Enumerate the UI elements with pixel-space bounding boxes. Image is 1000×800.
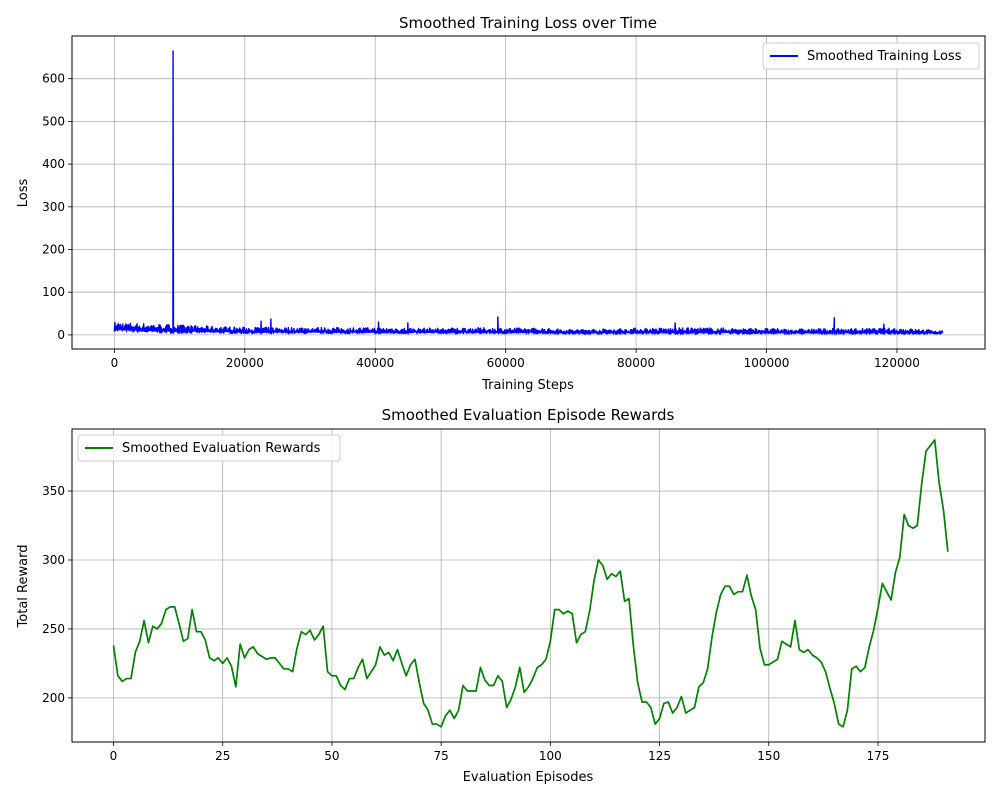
x-tick-label: 60000: [487, 356, 525, 370]
y-tick-label: 200: [42, 691, 65, 705]
legend-label: Smoothed Training Loss: [807, 49, 962, 64]
x-tick-label: 100: [539, 749, 562, 763]
y-axis-label: Total Reward: [16, 545, 31, 629]
chart-title: Smoothed Training Loss over Time: [399, 14, 657, 32]
grid-lines: [72, 36, 985, 349]
x-tick-label: 0: [111, 356, 119, 370]
x-axis-label: Training Steps: [481, 378, 574, 393]
series-line-smoothed-training-loss: [113, 50, 944, 335]
y-tick-label: 400: [42, 157, 65, 171]
plot-frame: [71, 428, 986, 743]
grid-lines: [72, 429, 985, 742]
y-tick-label: 500: [42, 114, 65, 128]
plot-frame: [71, 35, 986, 350]
x-tick-label: 125: [648, 749, 671, 763]
y-tick-label: 0: [57, 328, 65, 342]
x-tick-label: 20000: [226, 356, 264, 370]
x-tick-label: 120000: [874, 356, 920, 370]
plot-area: [113, 50, 944, 335]
y-tick-label: 300: [42, 200, 65, 214]
x-tick-label: 0: [110, 749, 118, 763]
x-tick-label: 175: [867, 749, 890, 763]
training-loss-chart: Smoothed Training Loss over Time 0 20000 4…: [16, 14, 986, 393]
x-tick-label: 40000: [356, 356, 394, 370]
series-line-smoothed-evaluation-rewards: [112, 439, 949, 728]
x-tick-label: 100000: [744, 356, 790, 370]
y-axis-label: Loss: [16, 179, 31, 208]
x-tick-label: 150: [757, 749, 780, 763]
x-axis-ticks: 0 25 50 75 100 125 150 175: [110, 742, 890, 763]
y-tick-label: 100: [42, 285, 65, 299]
legend-box: [77, 434, 341, 462]
y-axis-ticks: 0 100 200 300 400 500 600: [42, 72, 72, 342]
x-tick-label: 50: [324, 749, 339, 763]
legend-label: Smoothed Evaluation Rewards: [122, 441, 321, 456]
x-axis-ticks: 0 20000 40000 60000 80000 100000 120000: [111, 349, 920, 370]
y-tick-label: 350: [42, 484, 65, 498]
legend: Smoothed Training Loss: [762, 42, 980, 70]
x-tick-label: 75: [433, 749, 448, 763]
y-tick-label: 250: [42, 622, 65, 636]
legend: Smoothed Evaluation Rewards: [77, 434, 341, 462]
y-tick-label: 200: [42, 243, 65, 257]
y-tick-label: 300: [42, 553, 65, 567]
evaluation-rewards-chart: Smoothed Evaluation Episode Rewards 0 25 5…: [16, 406, 986, 785]
chart-title: Smoothed Evaluation Episode Rewards: [382, 406, 675, 424]
y-axis-ticks: 200 250 300 350: [42, 484, 72, 705]
x-tick-label: 25: [215, 749, 230, 763]
x-axis-label: Evaluation Episodes: [463, 770, 594, 785]
legend-box: [762, 42, 980, 70]
x-tick-label: 80000: [617, 356, 655, 370]
plot-area: [112, 439, 949, 728]
y-tick-label: 600: [42, 72, 65, 86]
